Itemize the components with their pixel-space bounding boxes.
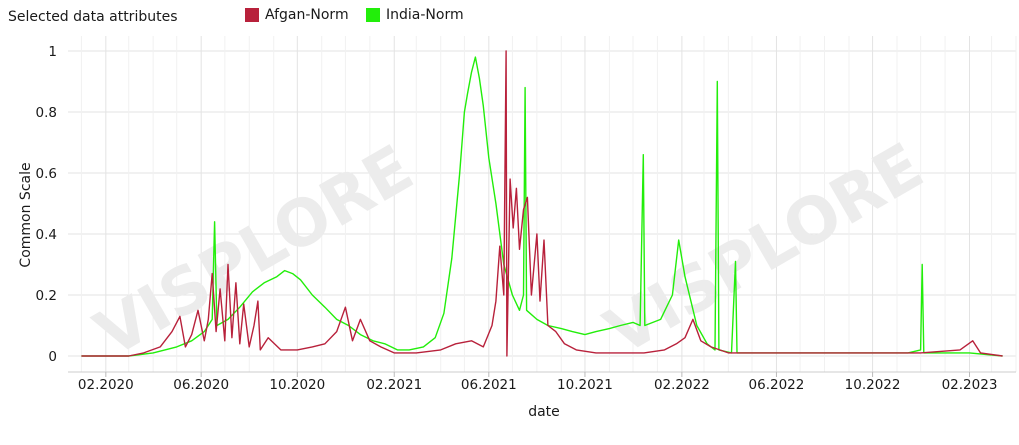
legend-label-india: India-Norm	[386, 7, 464, 23]
y-tick-label: 1	[48, 44, 57, 60]
y-tick-label: 0	[48, 349, 57, 365]
x-tick-label: 10.2020	[269, 377, 325, 393]
watermark-text: VISPLORE	[83, 132, 425, 372]
x-tick-label: 02.2021	[366, 377, 422, 393]
x-tick-label: 02.2020	[78, 377, 134, 393]
series-lines	[81, 50, 1003, 357]
legend-swatch-afgan	[245, 8, 259, 22]
y-tick-label: 0.6	[36, 166, 57, 182]
y-tick-label: 0.2	[36, 288, 57, 304]
legend-afgan-norm[interactable]: Afgan-Norm	[245, 7, 349, 23]
x-tick-label: 10.2022	[845, 377, 901, 393]
y-axis-label: Common Scale	[18, 162, 34, 267]
x-tick-label: 10.2021	[557, 377, 613, 393]
legend-label-afgan: Afgan-Norm	[265, 7, 349, 23]
legend-swatch-india	[366, 8, 380, 22]
x-tick-label: 02.2023	[942, 377, 998, 393]
x-axis-ticks: 02.2020 06.2020 10.2020 02.2021 06.2021 10.20…	[78, 372, 998, 393]
x-axis-label: date	[528, 404, 560, 420]
series-line-afgan-norm	[81, 50, 1003, 357]
legend-india-norm[interactable]: India-Norm	[366, 7, 464, 23]
series-line-india-norm	[81, 56, 1003, 357]
y-axis-ticks: 0 0.2 0.4 0.6 0.8 1	[36, 44, 57, 365]
x-tick-label: 06.2021	[461, 377, 517, 393]
y-tick-label: 0.4	[36, 227, 57, 243]
chart-title: Selected data attributes	[8, 9, 178, 25]
grid-lines	[68, 36, 1017, 373]
x-tick-label: 06.2020	[173, 377, 229, 393]
y-tick-label: 0.8	[36, 105, 57, 121]
x-tick-label: 02.2022	[654, 377, 710, 393]
x-tick-label: 06.2022	[749, 377, 805, 393]
